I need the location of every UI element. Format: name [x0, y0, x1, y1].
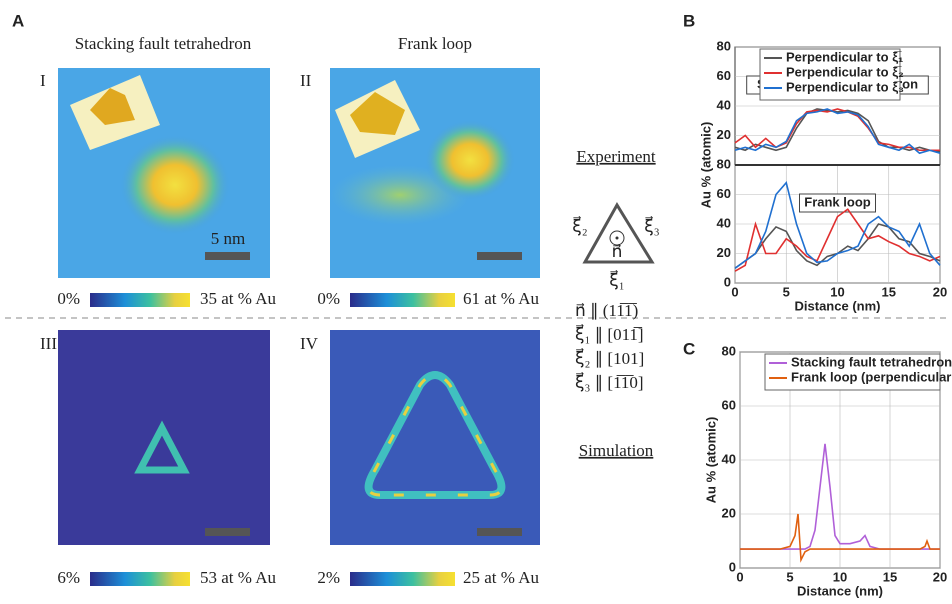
x-tick-label: 10 — [833, 569, 847, 584]
panel-label: C — [683, 339, 695, 358]
colorbar-label: 35 at % Au — [200, 289, 277, 308]
colorbar — [350, 572, 455, 586]
series-line — [734, 108, 940, 152]
legend-label: Frank loop (perpendicular to ξ̅₂) — [791, 369, 952, 384]
y-tick-label: 60 — [717, 68, 731, 83]
colorbar-label: 2% — [317, 568, 340, 587]
colorbar-label: 61 at % Au — [463, 289, 540, 308]
panel-numeral: I — [40, 71, 46, 90]
colorbar — [90, 572, 190, 586]
colorbar — [350, 293, 455, 307]
y-axis-label: Au % (atomic) — [703, 417, 718, 504]
triangle-label: ξ⃗₃ — [644, 216, 659, 236]
panel-numeral: III — [40, 334, 57, 353]
x-axis-label: Distance (nm) — [797, 583, 883, 598]
x-tick-label: 15 — [882, 284, 896, 299]
loop — [364, 371, 506, 499]
inset-shape — [90, 88, 135, 125]
legend-label: Stacking fault tetrahedron — [791, 354, 952, 369]
simulation-label: Simulation — [579, 441, 654, 460]
legend-box — [759, 48, 901, 101]
annotation: Frank loop — [804, 194, 871, 209]
inset-shape — [350, 92, 405, 135]
y-tick-label: 20 — [717, 127, 731, 142]
relation: n⃗ ∥ (11̅1̅) — [575, 301, 638, 320]
triangle-label: ξ⃗₁ — [609, 270, 624, 290]
y-tick-label: 40 — [717, 97, 731, 112]
y-tick-label: 0 — [724, 274, 731, 289]
colorbar-label: 6% — [57, 568, 80, 587]
column-title: Frank loop — [398, 34, 472, 53]
legend-label: Perpendicular to ξ̅₃ — [786, 79, 904, 94]
colorbar-label: 25 at % Au — [463, 568, 540, 587]
scale-bar — [205, 252, 250, 260]
x-tick-label: 10 — [830, 284, 844, 299]
panel-label: A — [12, 11, 24, 30]
y-tick-label: 40 — [717, 215, 731, 230]
colorbar — [90, 293, 190, 307]
x-tick-label: 20 — [933, 284, 947, 299]
y-tick-label: 80 — [717, 156, 731, 171]
scale-label: 5 nm — [211, 229, 245, 248]
series-line — [734, 108, 941, 153]
loop — [134, 420, 190, 474]
y-tick-label: 80 — [722, 343, 736, 358]
legend-label: Perpendicular to ξ̅₁ — [786, 49, 903, 64]
x-tick-label: 15 — [883, 569, 897, 584]
experiment-label: Experiment — [576, 147, 656, 166]
x-tick-label: 5 — [786, 569, 793, 584]
column-title: Stacking fault tetrahedron — [75, 34, 252, 53]
triangle — [582, 202, 655, 264]
annotation-box — [799, 193, 876, 213]
relation: ξ⃗₂ ∥ [101] — [575, 348, 644, 368]
series-line — [734, 208, 941, 272]
x-axis-label: Distance (nm) — [795, 298, 881, 313]
series-line — [734, 181, 941, 269]
legend-label: Perpendicular to ξ̅₂ — [786, 64, 904, 79]
series-line — [734, 108, 941, 155]
normal-symbol — [615, 236, 619, 240]
scale-bar — [477, 252, 522, 260]
normal-symbol — [609, 230, 625, 246]
colorbar-label: 0% — [317, 289, 340, 308]
triangle-label: ξ⃗₂ — [572, 216, 587, 236]
y-tick-label: 60 — [722, 397, 736, 412]
x-tick-label: 5 — [783, 284, 790, 299]
legend-box — [764, 353, 941, 391]
y-tick-label: 60 — [717, 186, 731, 201]
colorbar-label: 0% — [57, 289, 80, 308]
heatmap — [330, 330, 540, 545]
relation: ξ⃗₃ ∥ [1̅1̅0] — [575, 372, 644, 392]
y-tick-label: 40 — [722, 451, 736, 466]
y-tick-label: 0 — [729, 559, 736, 574]
relation: ξ⃗₁ ∥ [011̅] — [575, 324, 644, 344]
y-tick-label: 80 — [717, 38, 731, 53]
y-axis-label: Au % (atomic) — [698, 122, 713, 209]
panel-numeral: IV — [300, 334, 319, 353]
x-tick-label: 20 — [933, 569, 947, 584]
hotspot — [425, 120, 515, 200]
colorbar-label: 53 at % Au — [200, 568, 277, 587]
y-tick-label: 20 — [722, 505, 736, 520]
scale-bar — [477, 528, 522, 536]
series-line — [740, 513, 940, 563]
panel-label: B — [683, 11, 695, 30]
panel-numeral: II — [300, 71, 312, 90]
x-tick-label: 0 — [736, 569, 743, 584]
hotspot — [120, 135, 230, 235]
x-tick-label: 0 — [731, 284, 738, 299]
y-tick-label: 20 — [717, 245, 731, 260]
scale-bar — [205, 528, 250, 536]
triangle-label: n⃗ — [612, 242, 623, 261]
